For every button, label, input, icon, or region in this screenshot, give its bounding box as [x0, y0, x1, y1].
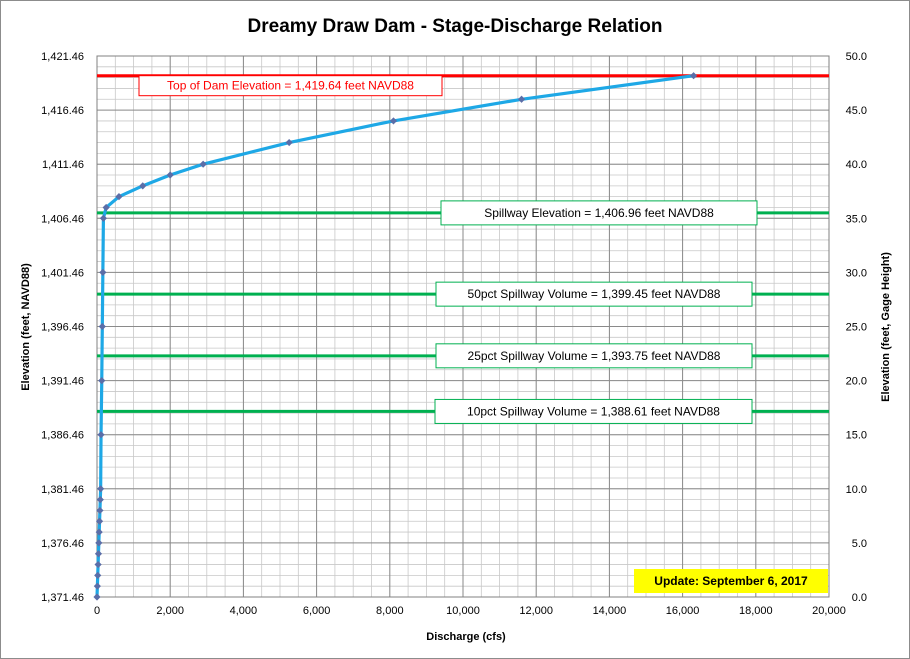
data-point — [517, 95, 526, 103]
y-tick-label: 1,406.46 — [41, 213, 84, 225]
data-point — [99, 214, 108, 222]
y-axis-label: Elevation (feet, NAVD88) — [20, 263, 32, 391]
chart-title: Dreamy Draw Dam - Stage-Discharge Relati… — [248, 16, 663, 37]
x-tick-label: 8,000 — [376, 605, 404, 617]
x-axis-label: Discharge (cfs) — [426, 631, 506, 643]
x-tick-label: 6,000 — [303, 605, 331, 617]
data-point — [94, 571, 102, 579]
y-tick-label: 1,411.46 — [42, 159, 84, 171]
reference-label: 25pct Spillway Volume = 1,393.75 feet NA… — [468, 349, 721, 363]
data-point — [97, 431, 105, 439]
data-point — [98, 322, 106, 331]
reference-label: Spillway Elevation = 1,406.96 feet NAVD8… — [484, 206, 714, 220]
data-point — [94, 550, 103, 558]
reference-label: 10pct Spillway Volume = 1,388.61 feet NA… — [467, 404, 720, 418]
y-tick-label: 1,381.46 — [41, 484, 84, 496]
data-point — [94, 560, 102, 569]
x-tick-label: 14,000 — [593, 605, 627, 617]
y2-axis-label: Elevation (feet, Gage Height) — [880, 252, 892, 402]
y-tick-label: 1,396.46 — [41, 322, 84, 334]
data-point — [96, 496, 104, 504]
data-point — [99, 268, 107, 276]
y2-tick-label: 25.0 — [846, 322, 867, 334]
reference-label: 50pct Spillway Volume = 1,399.45 feet NA… — [468, 287, 721, 301]
y-tick-label: 1,401.46 — [41, 267, 84, 279]
data-point — [93, 593, 101, 601]
data-point — [199, 160, 207, 168]
y2-tick-label: 0.0 — [852, 592, 867, 604]
reference-label: Top of Dam Elevation = 1,419.64 feet NAV… — [167, 79, 414, 93]
x-tick-label: 2,000 — [156, 605, 184, 617]
data-point — [115, 193, 123, 201]
data-point — [95, 517, 104, 525]
x-tick-label: 20,000 — [812, 605, 846, 617]
data-point — [102, 203, 110, 212]
y2-tick-label: 45.0 — [846, 105, 867, 117]
y2-tick-label: 40.0 — [846, 159, 867, 171]
data-point — [98, 377, 106, 385]
y2-tick-label: 15.0 — [846, 430, 867, 442]
y2-tick-label: 10.0 — [846, 484, 867, 496]
data-point — [95, 539, 103, 547]
reference-label-box — [435, 343, 753, 369]
y2-tick-label: 50.0 — [846, 51, 867, 63]
update-note-box — [634, 569, 828, 593]
x-tick-label: 4,000 — [230, 605, 258, 617]
y2-tick-label: 30.0 — [846, 267, 867, 279]
data-point — [689, 72, 698, 80]
y2-tick-label: 5.0 — [852, 538, 867, 550]
plot-border — [96, 55, 830, 598]
y-tick-label: 1,376.46 — [41, 538, 84, 550]
data-point — [139, 182, 147, 190]
data-point — [97, 485, 105, 493]
y-tick-label: 1,391.46 — [41, 376, 84, 388]
y-tick-label: 1,416.46 — [41, 105, 84, 117]
x-tick-label: 10,000 — [446, 605, 480, 617]
x-tick-label: 18,000 — [739, 605, 773, 617]
reference-label-box — [434, 398, 753, 424]
data-point — [285, 138, 293, 147]
data-point — [96, 506, 104, 515]
reference-label-box — [435, 281, 753, 307]
y-tick-label: 1,371.46 — [41, 592, 84, 604]
x-tick-label: 12,000 — [519, 605, 553, 617]
plot-area: 0 2,000 4,000 6,000 8,000 10,000 12,000 14,000 1… — [41, 51, 867, 617]
update-note: Update: September 6, 2017 — [654, 574, 808, 588]
y2-tick-label: 35.0 — [846, 213, 867, 225]
data-point — [95, 528, 103, 536]
y-tick-label: 1,386.46 — [41, 430, 84, 442]
x-tick-label: 16,000 — [666, 605, 700, 617]
data-point — [166, 171, 174, 179]
y-tick-label: 1,421.46 — [41, 51, 84, 63]
x-tick-label: 0 — [94, 605, 100, 617]
data-point — [93, 582, 101, 590]
reference-label-box — [138, 75, 443, 97]
y2-tick-label: 20.0 — [846, 376, 867, 388]
data-point — [389, 117, 398, 125]
reference-label-box — [440, 200, 758, 226]
